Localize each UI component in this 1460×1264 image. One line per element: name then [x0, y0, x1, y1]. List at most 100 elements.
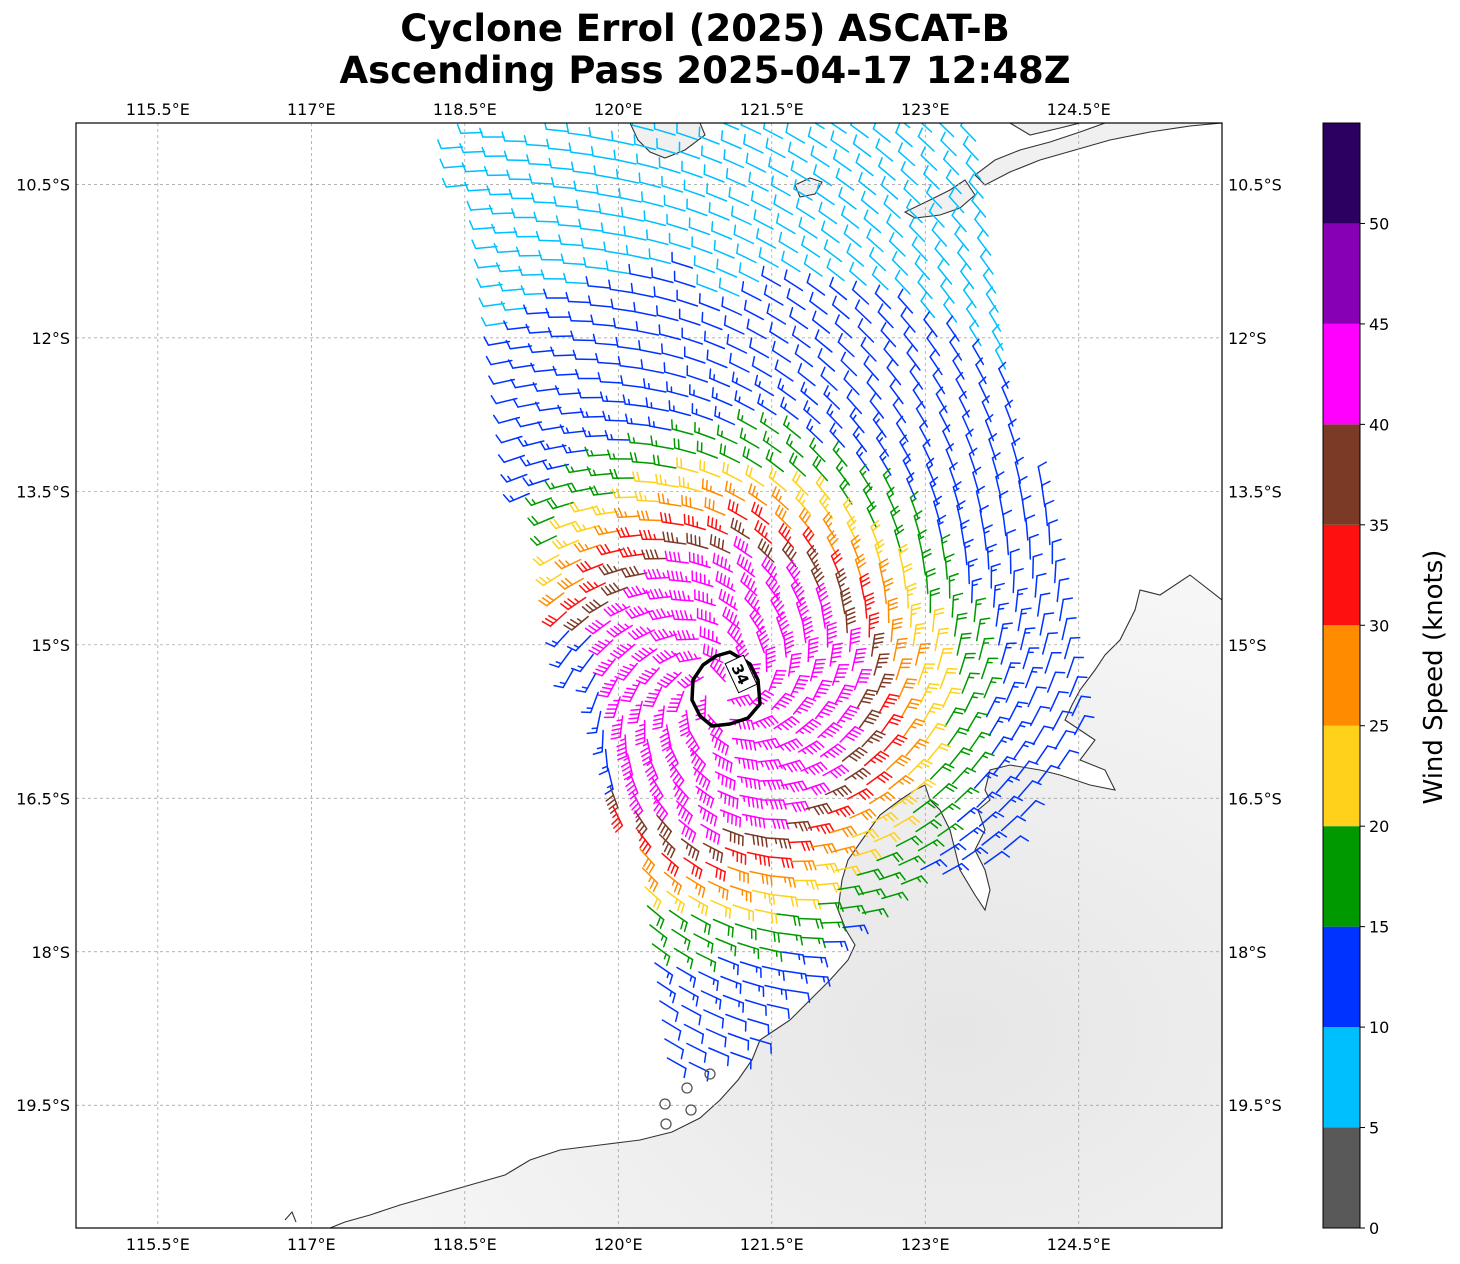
wind-barb — [535, 230, 562, 242]
wind-barb — [826, 258, 845, 282]
wind-barb — [951, 206, 967, 233]
wind-barb — [886, 359, 902, 386]
wind-barb — [758, 246, 779, 268]
wind-barb — [720, 975, 742, 995]
wind-barb — [832, 149, 852, 172]
wind-barb — [523, 135, 549, 147]
lon-tick-label-bottom: 117°E — [287, 1235, 336, 1254]
wind-barb — [649, 628, 677, 642]
wind-barb — [886, 213, 904, 238]
wind-barb — [646, 905, 665, 929]
wind-barb — [802, 782, 831, 796]
wind-barb — [694, 421, 716, 440]
wind-barb — [795, 597, 809, 625]
wind-barb — [988, 305, 1002, 332]
chart-title-line-2: Ascending Pass 2025-04-17 12:48Z — [339, 49, 1071, 92]
wind-barb — [960, 123, 977, 142]
wind-barb — [998, 490, 1009, 518]
wind-barb — [569, 502, 597, 513]
wind-barb — [710, 899, 732, 919]
wind-barb — [832, 441, 848, 467]
wind-barb — [707, 515, 729, 535]
lon-tick-label-top: 120°E — [594, 100, 643, 119]
wind-barb — [602, 410, 628, 422]
wind-barb — [983, 524, 993, 551]
wind-barb — [829, 825, 857, 838]
wind-barb — [503, 320, 530, 331]
wind-barb — [586, 466, 614, 477]
wind-barb — [505, 339, 533, 350]
wind-barb — [598, 748, 609, 776]
wind-barb — [878, 693, 900, 714]
wind-barb — [661, 175, 684, 193]
wind-barb — [846, 388, 863, 415]
wind-barb — [1009, 548, 1020, 575]
wind-barb — [798, 507, 814, 534]
lon-tick-label-top: 118.5°E — [433, 100, 497, 119]
wind-barb — [811, 310, 831, 334]
wind-barb — [674, 650, 702, 663]
wind-barb — [934, 627, 949, 652]
wind-barb — [971, 192, 987, 218]
wind-barb — [765, 449, 785, 473]
wind-barb — [902, 123, 911, 129]
wind-barb — [623, 225, 647, 241]
wind-barb — [575, 672, 597, 693]
colorbar-tick-label: 50 — [1369, 214, 1389, 233]
wind-barb — [722, 828, 744, 847]
wind-barb — [848, 627, 861, 653]
wind-barb — [553, 196, 579, 209]
wind-barb — [1027, 686, 1047, 708]
wind-barb — [883, 734, 908, 752]
wind-barb — [962, 281, 977, 309]
wind-barb — [627, 700, 643, 724]
wind-barb — [786, 989, 811, 1004]
wind-barb — [850, 123, 869, 139]
wind-barb — [817, 722, 843, 739]
wind-barb — [961, 672, 980, 694]
wind-barb — [995, 602, 1009, 627]
map-gridlines — [76, 123, 1222, 1228]
wind-barb — [912, 799, 939, 814]
wind-barb — [966, 711, 988, 732]
wind-barb — [995, 775, 1020, 794]
wind-barb — [678, 475, 702, 493]
wind-barb — [480, 316, 508, 327]
wind-barb — [612, 317, 638, 332]
wind-barb — [573, 180, 598, 194]
wind-barb — [727, 866, 749, 884]
wind-barb — [578, 581, 606, 593]
wind-barb — [909, 602, 922, 628]
wind-barb — [885, 754, 911, 771]
wind-barb — [783, 269, 804, 292]
wind-barb — [818, 201, 838, 225]
lat-tick-label-left: 13.5°S — [16, 482, 70, 501]
wind-barb — [647, 608, 675, 621]
wind-barb — [673, 438, 697, 455]
wind-barb — [703, 164, 725, 183]
wind-barb — [688, 551, 711, 569]
wind-barb — [890, 795, 918, 809]
wind-barb — [678, 308, 701, 326]
wind-barb — [986, 543, 997, 570]
wind-barb — [963, 692, 984, 713]
lon-tick-label-top: 124.5°E — [1047, 100, 1111, 119]
wind-barb — [965, 300, 980, 328]
wind-barb — [588, 639, 614, 656]
lat-tick-label-left: 10.5°S — [16, 175, 70, 194]
wind-barb — [790, 160, 811, 182]
wind-barb — [620, 375, 645, 389]
wind-barb — [791, 325, 811, 349]
wind-barb — [895, 123, 913, 148]
wind-barb — [678, 985, 699, 1007]
wind-barb — [797, 362, 816, 387]
wind-barb — [806, 544, 819, 572]
wind-barb — [584, 619, 611, 635]
wind-barb — [720, 130, 742, 150]
wind-barb — [958, 652, 976, 675]
wind-barb — [774, 359, 794, 382]
wind-barb — [717, 956, 739, 976]
wind-barb — [906, 344, 921, 371]
wind-barb — [740, 572, 758, 597]
